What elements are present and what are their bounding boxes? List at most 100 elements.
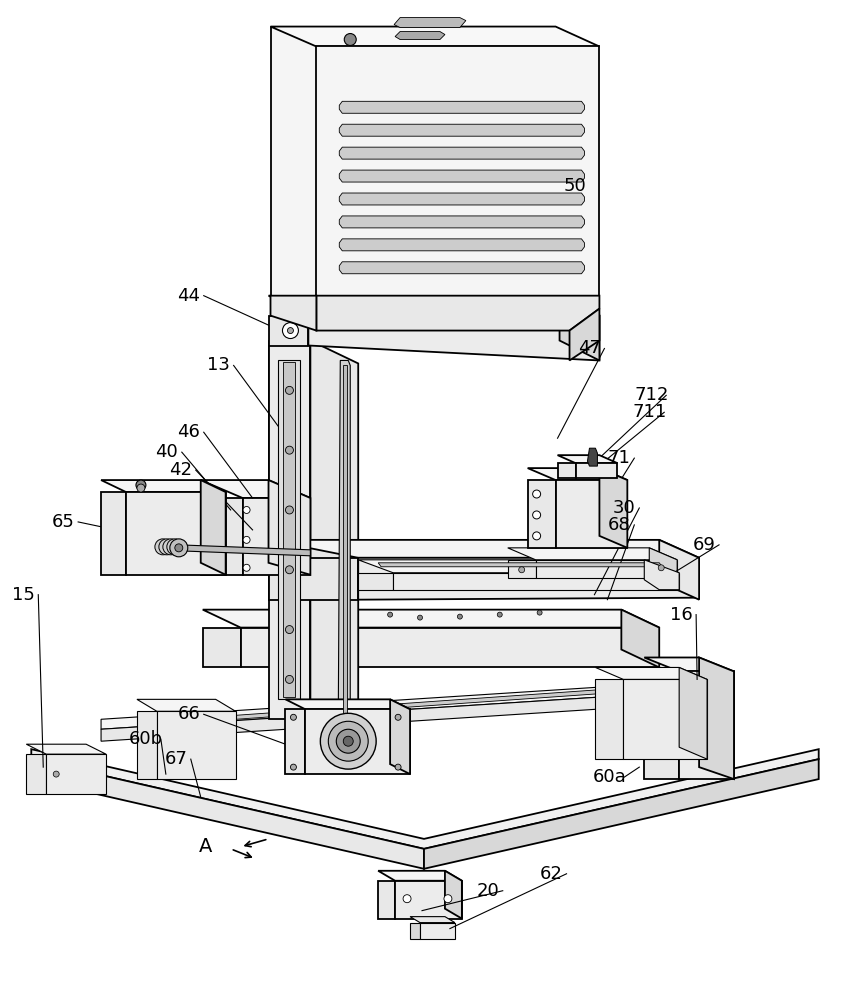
Polygon shape [31, 759, 424, 869]
Polygon shape [268, 296, 599, 316]
Polygon shape [395, 881, 462, 919]
Circle shape [320, 713, 376, 769]
Polygon shape [644, 657, 734, 671]
Circle shape [170, 539, 188, 557]
Polygon shape [268, 316, 308, 346]
Circle shape [532, 511, 541, 519]
Polygon shape [445, 871, 462, 919]
Polygon shape [623, 679, 707, 759]
Polygon shape [570, 309, 599, 360]
Circle shape [159, 539, 175, 555]
Polygon shape [317, 296, 599, 331]
Circle shape [136, 480, 146, 490]
Text: 47: 47 [578, 339, 601, 357]
Polygon shape [649, 548, 678, 578]
Circle shape [395, 764, 401, 770]
Polygon shape [424, 759, 818, 869]
Polygon shape [528, 480, 555, 548]
Polygon shape [200, 498, 243, 575]
Circle shape [418, 615, 423, 620]
Polygon shape [268, 540, 699, 558]
Polygon shape [179, 545, 311, 556]
Polygon shape [271, 296, 317, 331]
Polygon shape [203, 628, 240, 667]
Polygon shape [395, 32, 445, 40]
Polygon shape [595, 667, 707, 679]
Polygon shape [390, 699, 410, 774]
Polygon shape [358, 558, 699, 600]
Polygon shape [420, 923, 455, 939]
Polygon shape [151, 683, 689, 725]
Polygon shape [358, 560, 679, 573]
Polygon shape [340, 124, 584, 136]
Text: 68: 68 [608, 516, 631, 534]
Polygon shape [203, 610, 659, 628]
Polygon shape [679, 671, 734, 779]
Text: 711: 711 [633, 403, 666, 421]
Polygon shape [26, 754, 46, 794]
Circle shape [519, 567, 525, 573]
Polygon shape [595, 679, 623, 759]
Polygon shape [284, 362, 295, 697]
Circle shape [155, 539, 171, 555]
Polygon shape [271, 27, 599, 46]
Polygon shape [278, 360, 301, 699]
Circle shape [243, 506, 250, 513]
Circle shape [285, 386, 294, 394]
Polygon shape [200, 480, 226, 575]
Text: 20: 20 [476, 882, 499, 900]
Circle shape [285, 506, 294, 514]
Polygon shape [340, 239, 584, 251]
Circle shape [388, 612, 392, 617]
Polygon shape [378, 881, 395, 919]
Text: 30: 30 [613, 499, 636, 517]
Circle shape [444, 895, 452, 903]
Polygon shape [137, 699, 236, 711]
Text: 16: 16 [670, 606, 693, 624]
Circle shape [532, 532, 541, 540]
Polygon shape [101, 480, 226, 492]
Circle shape [243, 536, 250, 543]
Polygon shape [126, 492, 226, 575]
Circle shape [288, 328, 294, 334]
Text: 40: 40 [155, 443, 178, 461]
Polygon shape [644, 671, 679, 779]
Polygon shape [340, 101, 584, 113]
Polygon shape [340, 193, 584, 205]
Circle shape [53, 771, 59, 777]
Polygon shape [340, 170, 584, 182]
Circle shape [329, 721, 368, 761]
Text: 66: 66 [177, 705, 200, 723]
Polygon shape [343, 365, 347, 717]
Polygon shape [410, 917, 455, 923]
Polygon shape [558, 463, 576, 478]
Polygon shape [268, 558, 358, 600]
Polygon shape [311, 341, 358, 742]
Polygon shape [340, 262, 584, 274]
Polygon shape [340, 147, 584, 159]
Polygon shape [46, 754, 106, 794]
Polygon shape [338, 360, 351, 719]
Polygon shape [536, 560, 678, 578]
Polygon shape [576, 463, 617, 478]
Circle shape [285, 446, 294, 454]
Circle shape [167, 539, 183, 555]
Polygon shape [559, 296, 599, 360]
Polygon shape [31, 749, 818, 849]
Polygon shape [378, 563, 662, 567]
Circle shape [285, 675, 294, 683]
Circle shape [283, 323, 298, 339]
Circle shape [163, 539, 179, 555]
Polygon shape [394, 18, 466, 28]
Polygon shape [101, 679, 719, 729]
Polygon shape [268, 346, 308, 540]
Polygon shape [285, 699, 410, 709]
Circle shape [290, 714, 296, 720]
Circle shape [532, 490, 541, 498]
Circle shape [343, 736, 353, 746]
Text: 60b: 60b [129, 730, 163, 748]
Text: 62: 62 [540, 865, 563, 883]
Circle shape [344, 34, 357, 45]
Circle shape [537, 610, 543, 615]
Polygon shape [285, 709, 306, 774]
